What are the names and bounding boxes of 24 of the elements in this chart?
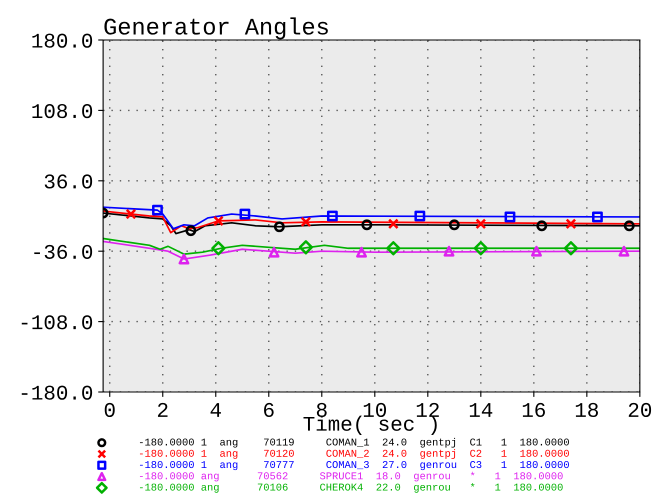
x-tick-label: 12 [416,402,439,417]
text: -180.0000 1 ang 70119 COMAN_1 24.0 gentpj C1 1 180.0000 [140,438,569,448]
x-tick-label: 14 [470,403,492,417]
chart-title: Generator Angles [104,17,328,40]
x-tick-label: 18 [576,402,598,418]
text: -180.0000 1 ang 70120 COMAN_2 24.0 gentpj C2 1 180.0000 [140,449,569,459]
y-tick-label: -108.0 [22,315,92,330]
x-tick-label: 2 [158,402,168,417]
y-tick-label: 180.0 [32,34,92,48]
text: -180.0000 ang 70562 SPRUCE1 18.0 genrou * 1 180.0000 [140,472,563,482]
text: -180.0000 ang 70106 CHEROK4 22.0 genrou * 1 180.0000 [140,483,563,493]
x-tick-label: 0 [104,402,115,418]
y-tick-label: 108.0 [32,104,92,118]
y-tick-label: 36.0 [44,174,92,189]
text: -180.0000 1 ang 70777 COMAN_3 27.0 genrou C3 1 180.0000 [140,461,569,470]
x-tick-label: 6 [264,402,274,418]
x-tick-label: 20 [628,402,652,418]
y-tick-label: -180.0 [22,386,92,400]
y-tick-label: -36.0 [34,244,92,259]
x-tick-label: 8 [316,402,327,418]
x-axis-title: Time( sec ) [303,416,437,436]
x-tick-label: 16 [522,402,545,418]
x-tick-label: 10 [364,402,386,418]
x-tick-label: 4 [210,403,221,417]
